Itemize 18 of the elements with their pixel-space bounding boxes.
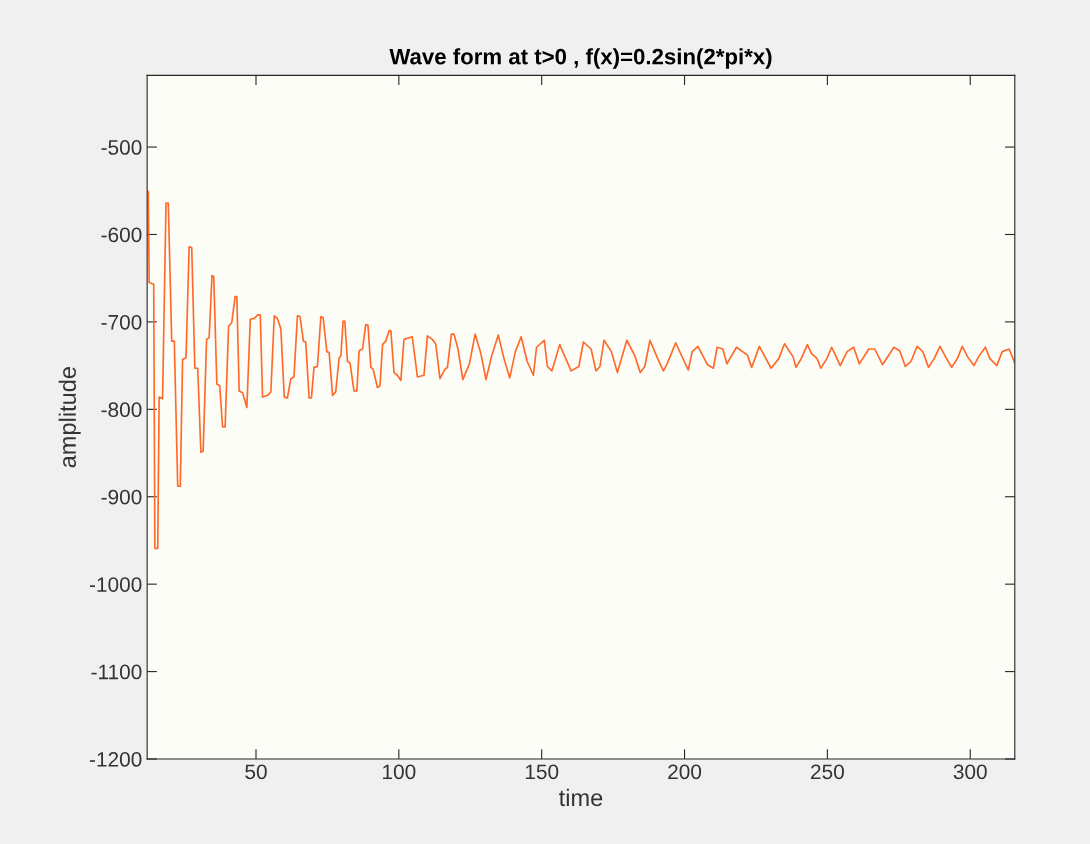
line-series xyxy=(147,190,1015,550)
chart-title: Wave form at t>0 , f(x)=0.2sin(2*pi*x) xyxy=(389,48,772,69)
y-tick-label: -1100 xyxy=(91,664,142,680)
x-tick-label: 100 xyxy=(383,764,416,780)
y-tick-label: -1000 xyxy=(89,577,142,592)
x-axis-title: time xyxy=(559,788,603,807)
x-tick-label: 250 xyxy=(811,764,844,780)
y-tick-label: -500 xyxy=(101,140,142,155)
y-axis-title: amplitude xyxy=(58,367,81,468)
x-tick-label: 50 xyxy=(245,764,267,780)
x-tick-label: 200 xyxy=(668,764,702,780)
y-tick-label: -1200 xyxy=(89,752,142,767)
y-tick-label: -800 xyxy=(101,402,142,418)
y-tick-label: -600 xyxy=(101,227,142,243)
x-tick-label: 150 xyxy=(525,764,559,780)
y-tick-label: -900 xyxy=(101,489,142,505)
y-tick-label: -700 xyxy=(101,314,142,330)
x-tick-label: 300 xyxy=(953,764,987,780)
